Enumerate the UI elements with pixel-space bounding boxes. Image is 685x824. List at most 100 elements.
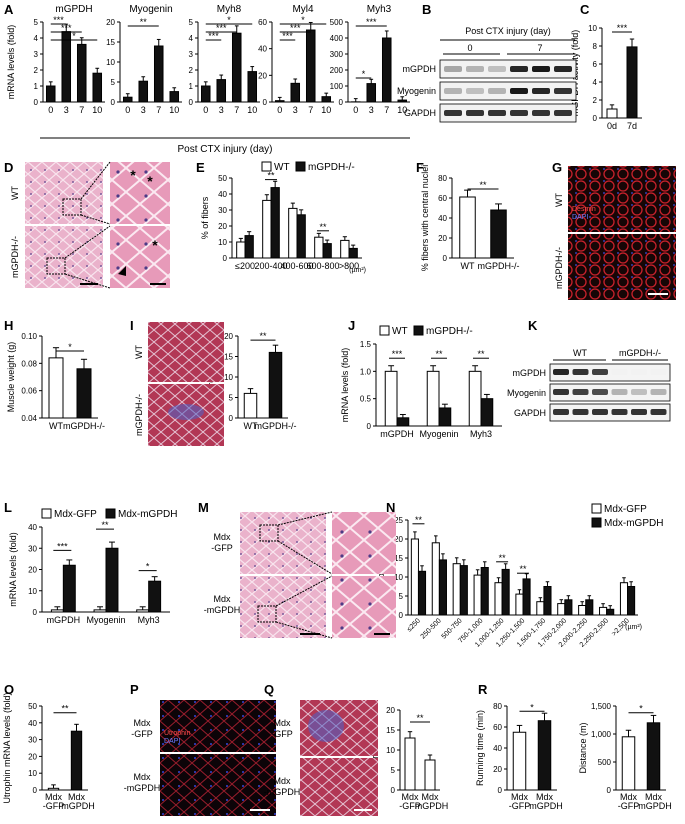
y-tick-label: 5 bbox=[391, 766, 396, 775]
x-tick-label: Mdx bbox=[68, 792, 86, 802]
x-tick-label: 7 bbox=[308, 105, 313, 115]
y-tick-label: 10 bbox=[394, 573, 403, 582]
bar bbox=[646, 722, 661, 791]
y-axis-label: % of fibers bbox=[200, 196, 210, 239]
row-label: WT bbox=[134, 345, 144, 359]
bar-series2 bbox=[417, 570, 427, 616]
row-label: WT bbox=[10, 186, 20, 200]
legend-swatch bbox=[261, 161, 272, 172]
he-zoom-ko bbox=[110, 226, 170, 288]
bar-series1 bbox=[136, 609, 150, 613]
x-tick-label: mGPDH bbox=[47, 615, 81, 625]
x-tick-label: mGPDH bbox=[380, 429, 414, 439]
chart-title: Myogenin bbox=[129, 4, 172, 15]
significance-label: *** bbox=[290, 23, 301, 33]
bar-series1 bbox=[288, 207, 298, 259]
panel-label-j: J bbox=[348, 318, 355, 333]
significance-label: * bbox=[639, 704, 643, 714]
x-tick-label: 0d bbox=[607, 121, 617, 131]
blot-band bbox=[631, 409, 647, 415]
y-tick-label: 0.08 bbox=[21, 359, 37, 368]
bar bbox=[366, 83, 377, 103]
x-tick-label: 7 bbox=[156, 105, 161, 115]
bar-series1 bbox=[473, 574, 482, 616]
blot-strip bbox=[549, 403, 671, 422]
legend-label: WT bbox=[392, 326, 408, 337]
x-tick-label: Myogenin bbox=[86, 615, 125, 625]
panel-label-i: I bbox=[130, 318, 134, 333]
significance-label: *** bbox=[61, 23, 72, 33]
significance-label: * bbox=[72, 31, 76, 41]
y-tick-label: 30 bbox=[28, 736, 37, 745]
y-tick-label: 2 bbox=[34, 66, 39, 75]
y-tick-label: 4 bbox=[34, 34, 39, 43]
bar-series2 bbox=[627, 586, 636, 616]
y-tick-label: 300 bbox=[330, 50, 344, 59]
bar-series2 bbox=[585, 599, 594, 616]
y-tick-label: 60 bbox=[438, 194, 447, 203]
y-tick-label: 5 bbox=[111, 78, 116, 87]
y-tick-label: 10 bbox=[386, 746, 395, 755]
y-tick-label: 1.5 bbox=[360, 340, 372, 349]
bar-series1 bbox=[468, 370, 482, 427]
zoom-line bbox=[277, 511, 333, 526]
stain-label: DAPI bbox=[572, 214, 588, 221]
y-tick-label: 4 bbox=[189, 34, 194, 43]
significance-label: * bbox=[227, 15, 231, 25]
x-tick-label: 3 bbox=[64, 105, 69, 115]
x-tick-label: 7 bbox=[384, 105, 389, 115]
y-axis-label: Muscle weight (g) bbox=[6, 342, 16, 413]
legend: Mdx-GFP Mdx-mGPDH bbox=[591, 503, 663, 529]
he-zoom-wt bbox=[110, 162, 170, 224]
zoom-line bbox=[275, 621, 333, 639]
x-tick-label: ≤200 bbox=[235, 261, 255, 271]
y-tick-label: 50 bbox=[28, 702, 37, 711]
y-tick-label: 0.5 bbox=[360, 395, 372, 404]
blot-band bbox=[572, 369, 589, 375]
x-tick-label: -mGPDH bbox=[412, 801, 449, 811]
significance-label: ** bbox=[519, 564, 527, 574]
bar bbox=[404, 737, 416, 791]
bar bbox=[48, 357, 64, 419]
zoom-box bbox=[46, 257, 66, 275]
significance-label: ** bbox=[477, 349, 485, 359]
significance-label: ** bbox=[140, 17, 148, 27]
bar-series1 bbox=[262, 199, 272, 259]
y-tick-label: 0 bbox=[593, 114, 598, 123]
y-tick-label: 60 bbox=[258, 18, 267, 27]
bar bbox=[76, 368, 92, 419]
legend-swatch bbox=[379, 325, 390, 336]
y-tick-label: 0 bbox=[33, 786, 38, 795]
row-label: WT bbox=[554, 193, 564, 207]
chart-A2: 0 5 10 15 20 0 3 7 10 Myogenin ** bbox=[106, 4, 182, 115]
blot-band bbox=[488, 110, 506, 116]
bar-series1 bbox=[50, 609, 64, 613]
blot-band bbox=[611, 389, 628, 395]
y-axis-label: Running time (min) bbox=[475, 710, 485, 786]
blot-band bbox=[553, 409, 569, 415]
bar-series1 bbox=[236, 241, 246, 259]
y-axis-label: Distance (m) bbox=[578, 722, 588, 773]
bar-series2 bbox=[480, 567, 489, 616]
blot-band bbox=[510, 88, 528, 94]
x-tick-label: 0 bbox=[277, 105, 282, 115]
bar bbox=[268, 351, 283, 419]
bar-series1 bbox=[384, 370, 398, 427]
blot-strip bbox=[439, 81, 577, 101]
x-tick-label: Mdx bbox=[511, 792, 529, 802]
x-tick-label: 10 bbox=[321, 105, 331, 115]
y-tick-label: 40 bbox=[218, 190, 227, 199]
legend-swatch bbox=[591, 503, 602, 514]
panel-label-e: E bbox=[196, 160, 205, 175]
blot-band bbox=[572, 409, 589, 415]
bar bbox=[231, 32, 242, 103]
y-tick-label: 0 bbox=[229, 414, 234, 423]
y-axis-label: mRNA levels (fold) bbox=[8, 532, 18, 607]
blot-group-label: WT bbox=[573, 348, 587, 358]
bar-series2 bbox=[438, 559, 447, 616]
